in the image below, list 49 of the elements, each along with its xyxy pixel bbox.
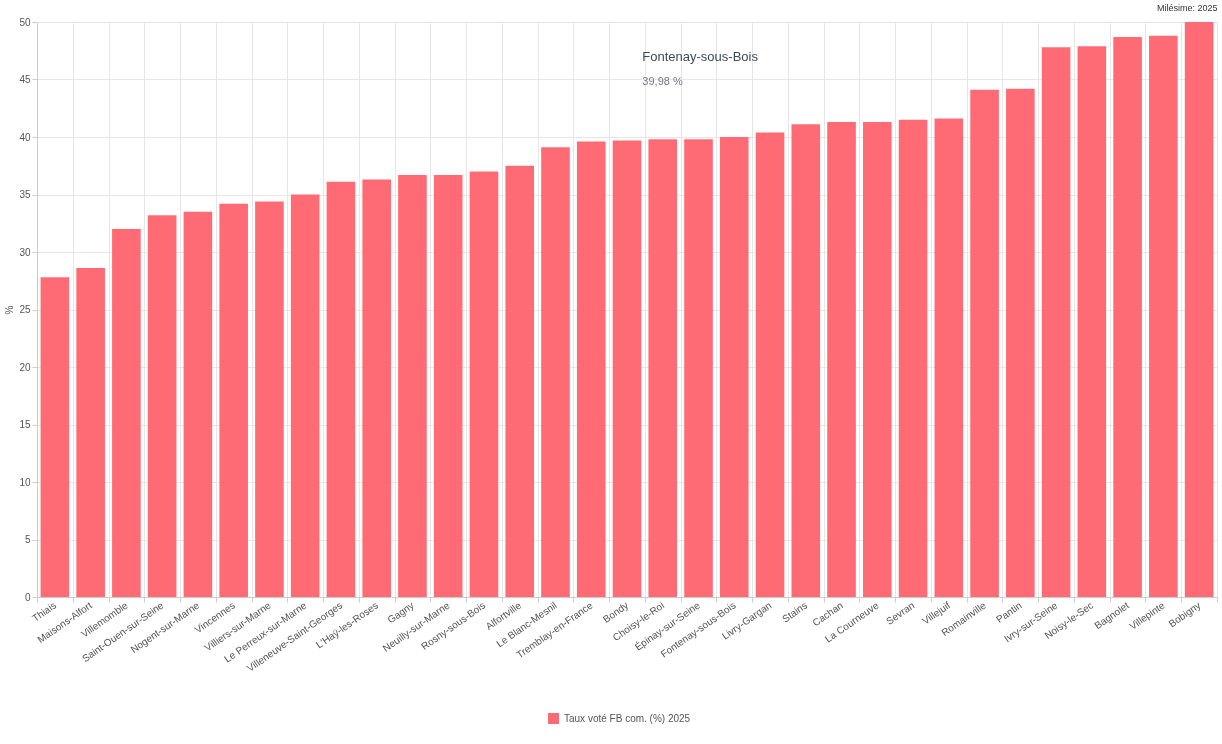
bar [433, 174, 463, 597]
bar [40, 277, 70, 597]
text: Milésime: 2025 [1156, 3, 1218, 13]
y-axis-title: % [4, 305, 16, 315]
bar [648, 139, 678, 597]
bar [684, 139, 713, 597]
y-tick-label: 25 [19, 304, 31, 315]
bar [183, 211, 213, 597]
bar [255, 201, 284, 597]
y-tick-label: 20 [19, 361, 31, 373]
bar [1113, 36, 1142, 597]
bar [290, 194, 320, 597]
y-tick-label: 10 [19, 476, 31, 488]
bar [398, 174, 427, 597]
bar [76, 268, 105, 597]
bar [612, 140, 642, 597]
bar [1149, 35, 1178, 597]
bar [541, 147, 570, 597]
bar [219, 203, 248, 597]
bar [1041, 47, 1071, 597]
y-tick-label: 15 [19, 419, 31, 430]
bar [863, 122, 892, 597]
bar [970, 89, 999, 597]
bar [112, 229, 141, 597]
y-tick-label: 5 [24, 534, 31, 545]
bar [576, 141, 606, 597]
y-tick-label: 40 [19, 131, 31, 143]
bar [469, 171, 499, 597]
bar [1006, 88, 1035, 597]
annotation: Fontenay-sous-Bois [642, 49, 759, 64]
bar [362, 179, 391, 597]
bar [791, 124, 821, 597]
legend-label: Taux voté FB com. (%) 2025 [564, 712, 691, 724]
y-tick-label: 50 [19, 16, 31, 28]
bar [719, 137, 749, 597]
bar [934, 118, 964, 597]
y-tick-label: 0 [24, 591, 31, 603]
bar [1077, 46, 1107, 597]
bar [755, 132, 785, 597]
annotation: 39,98 % [642, 75, 683, 87]
bar [1184, 22, 1214, 597]
y-tick-label: 30 [19, 246, 31, 258]
bar [147, 215, 177, 597]
bar [827, 122, 856, 597]
bar [505, 165, 535, 597]
y-tick-label: 45 [19, 74, 31, 85]
bar [898, 119, 928, 597]
bar [326, 181, 356, 597]
y-tick-label: 35 [19, 189, 31, 200]
